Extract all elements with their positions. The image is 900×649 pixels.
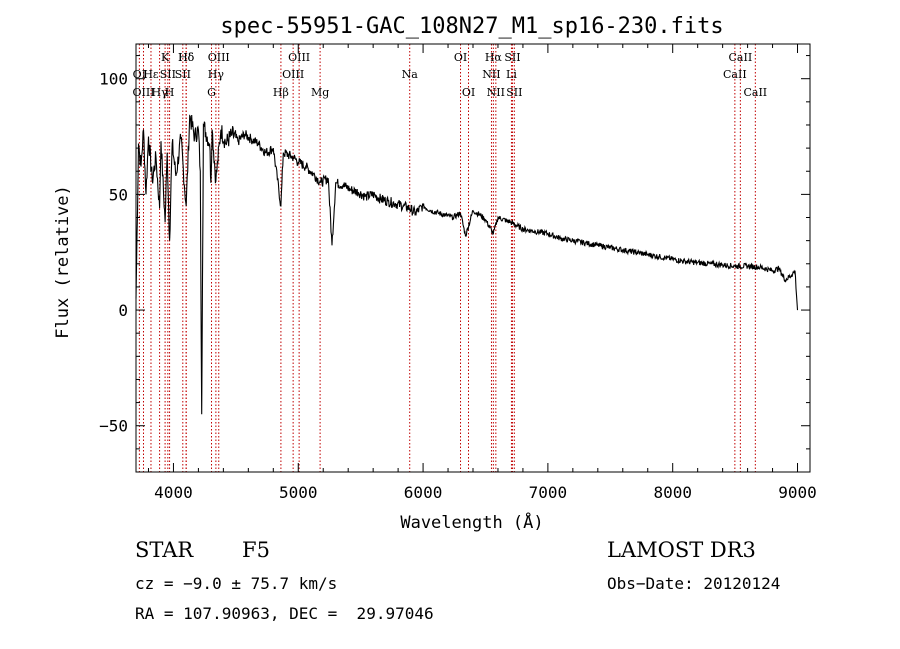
survey-name: LAMOST DR3	[607, 538, 756, 562]
x-tick-label: 4000	[154, 483, 193, 502]
line-label-26: CaII	[729, 51, 753, 64]
line-label-8: Hδ	[178, 51, 195, 64]
chart-title: spec-55951-GAC_108N27_M1_sp16-230.fits	[220, 14, 723, 39]
line-label-28: CaII	[743, 86, 767, 99]
spectral-line-markers	[138, 44, 756, 472]
line-label-4: Hγ	[152, 86, 169, 99]
y-axis: −50 0 50 100	[99, 55, 810, 450]
line-label-3: Hε	[143, 68, 159, 81]
x-tick-label: 5000	[279, 483, 318, 502]
x-axis-label: Wavelength (Å)	[400, 511, 543, 533]
line-label-25: SII	[506, 86, 522, 99]
spectrum-series	[135, 114, 799, 415]
redshift-velocity: cz = −9.0 ± 75.7 km/s	[135, 574, 338, 593]
x-tick-label: 7000	[529, 483, 568, 502]
line-label-24: NII	[487, 86, 505, 99]
line-label-6: SII	[160, 68, 176, 81]
line-label-0: Hδ	[178, 51, 195, 64]
line-label-15: Hβ	[273, 86, 289, 99]
line-label-17: Na	[402, 68, 419, 81]
y-axis-label: Flux (relative)	[53, 185, 73, 339]
line-label-2: OIII	[132, 86, 154, 99]
line-label-20: Hα	[485, 51, 503, 64]
y-tick-label: 100	[99, 70, 128, 89]
line-label-23: Li	[506, 68, 517, 81]
observation-date: Obs−Date: 20120124	[607, 574, 781, 593]
subclass: F5	[242, 538, 270, 562]
plot-frame	[135, 43, 811, 473]
line-label-13: OIII	[288, 51, 310, 64]
coordinates: RA = 107.90963, DEC = 29.97046	[135, 604, 434, 623]
line-label-14: OIII	[282, 68, 304, 81]
line-label-21: SII	[504, 51, 520, 64]
line-label-5: K	[161, 51, 170, 64]
line-label-10: OIII	[208, 51, 230, 64]
x-tick-label: 6000	[404, 483, 443, 502]
x-axis: 4000 5000 6000 7000 8000 9000	[147, 44, 817, 502]
line-label-27: CaII	[723, 68, 747, 81]
line-label-22: NII	[482, 68, 500, 81]
line-label-7: H	[165, 86, 175, 99]
spectrum-line	[135, 114, 799, 415]
object-type: STAR	[135, 538, 194, 562]
x-tick-label: 8000	[653, 483, 692, 502]
line-label-18: OI	[454, 51, 467, 64]
x-tick-label: 9000	[778, 483, 817, 502]
y-tick-label: 50	[109, 185, 128, 204]
line-label-11: Hγ	[208, 68, 225, 81]
line-label-9: SII	[175, 68, 191, 81]
line-label-16: Mg	[311, 86, 329, 99]
y-tick-label: 0	[118, 301, 128, 320]
line-label-19: OI	[462, 86, 475, 99]
y-tick-label: −50	[99, 417, 128, 436]
line-label-12: G	[207, 86, 216, 99]
